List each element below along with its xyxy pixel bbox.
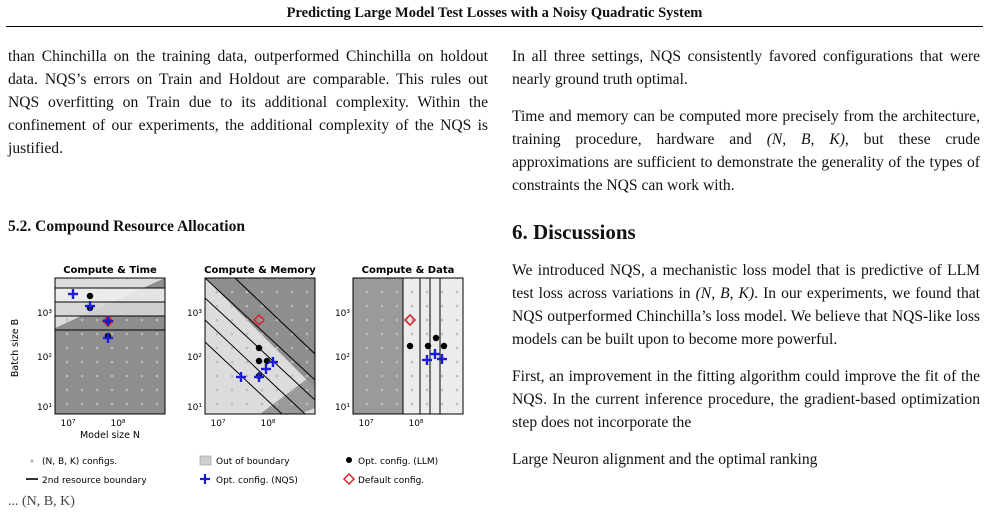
legend-marker-out-of-boundary xyxy=(199,455,212,466)
right-paragraph-3-text-b: . In our experiments, we found that NQS … xyxy=(512,285,980,348)
right-paragraph-3-text-a: We introduced NQS, a mechanistic loss mo… xyxy=(512,262,980,302)
x-tick-labels: 10⁷ 10⁸ 10⁷ 10⁸ 10⁷ 10⁸ xyxy=(60,419,423,429)
panel-2-frame xyxy=(204,277,316,415)
legend-label-configs: (N, B, K) configs. xyxy=(42,457,117,467)
panel-compute-memory xyxy=(205,278,315,414)
x-tick-1e7: 10⁷ xyxy=(60,419,75,429)
legend-marker-opt-nqs xyxy=(200,474,210,484)
y-tick-1e3: 10³ xyxy=(187,309,202,319)
right-paragraph-3: We introduced NQS, a mechanistic loss mo… xyxy=(512,259,980,351)
y-tick-1e2: 10² xyxy=(37,353,52,363)
panel-title-compute-data: Compute & Data xyxy=(362,265,455,276)
legend-marker-configs xyxy=(30,459,34,463)
legend-label-default: Default config. xyxy=(358,476,424,486)
section-heading-6: 6. Discussions xyxy=(512,220,636,244)
y-tick-1e3: 10³ xyxy=(37,309,52,319)
y-tick-1e1: 10¹ xyxy=(187,403,202,413)
legend-label-out-of-boundary: Out of boundary xyxy=(216,457,290,467)
left-column: than Chinchilla on the training data, ou… xyxy=(8,45,488,174)
right-column: In all three settings, NQS consistently … xyxy=(512,45,980,485)
right-paragraph-2: Time and memory can be computed more pre… xyxy=(512,105,980,197)
x-tick-1e8: 10⁸ xyxy=(110,419,125,429)
nbk-math: (N, B, K) xyxy=(695,285,755,302)
right-paragraph-2-text-b: , but these crude approximations are suf… xyxy=(512,131,980,194)
y-tick-1e1: 10¹ xyxy=(37,403,52,413)
left-paragraph-1: than Chinchilla on the training data, ou… xyxy=(8,48,488,157)
section-heading-5-2: 5.2. Compound Resource Allocation xyxy=(8,218,245,235)
legend-label-opt-llm: Opt. config. (LLM) xyxy=(358,457,438,467)
y-axis-label: Batch size B xyxy=(10,319,21,377)
running-header: Predicting Large Model Test Losses with … xyxy=(286,5,703,21)
panel-title-compute-memory: Compute & Memory xyxy=(204,265,316,276)
panel-compute-time xyxy=(55,278,165,414)
y-tick-labels: 10³ 10² 10¹ 10³ 10² 10¹ 10³ 10² 10¹ xyxy=(37,309,350,413)
x-tick-1e8: 10⁸ xyxy=(408,419,423,429)
panel-3-frame xyxy=(352,277,464,415)
legend-label-boundary: 2nd resource boundary xyxy=(42,476,147,486)
x-axis-label: Model size N xyxy=(80,430,140,441)
nbk-math: (N, B, K) xyxy=(766,131,845,148)
y-tick-1e2: 10² xyxy=(187,353,202,363)
right-paragraph-5: Large Neuron alignment and the optimal r… xyxy=(512,451,818,468)
right-paragraph-2-text-a: Time and memory can be computed more pre… xyxy=(512,108,980,148)
panel-compute-data xyxy=(353,278,463,414)
x-tick-1e8: 10⁸ xyxy=(260,419,275,429)
figure-resource-allocation: Compute & Time Compute & Memory Compute … xyxy=(0,258,500,508)
right-paragraph-1: In all three settings, NQS consistently … xyxy=(512,48,980,88)
legend-marker-opt-llm xyxy=(346,457,352,463)
header-rule xyxy=(6,26,983,27)
x-tick-1e7: 10⁷ xyxy=(358,419,373,429)
figure-legend: (N, B, K) configs. Out of boundary Opt. … xyxy=(26,455,438,486)
y-tick-1e3: 10³ xyxy=(335,309,350,319)
figure-caption-fragment: ... (N, B, K) xyxy=(8,494,75,509)
legend-label-opt-nqs: Opt. config. (NQS) xyxy=(216,476,298,486)
panel-1-frame xyxy=(54,277,166,415)
right-paragraph-4: First, an improvement in the fitting alg… xyxy=(512,368,980,431)
y-tick-1e2: 10² xyxy=(335,353,350,363)
legend-marker-default xyxy=(342,472,356,486)
panel-title-compute-time: Compute & Time xyxy=(63,265,157,276)
y-tick-1e1: 10¹ xyxy=(335,403,350,413)
x-tick-1e7: 10⁷ xyxy=(210,419,225,429)
